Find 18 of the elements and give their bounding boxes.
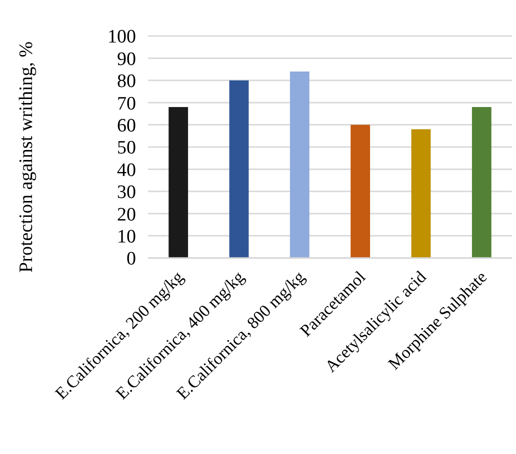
bar	[290, 72, 310, 258]
bar	[411, 129, 431, 258]
y-tick-label: 40	[117, 160, 136, 181]
bar	[229, 80, 249, 258]
y-axis-title: Protection against writhing, %	[16, 41, 37, 273]
y-tick-label: 70	[117, 93, 136, 114]
y-tick-label: 20	[117, 204, 136, 226]
y-tick-label: 0	[126, 248, 136, 270]
y-tick-label: 50	[117, 138, 136, 159]
y-tick-label: 60	[117, 115, 136, 136]
bar	[168, 107, 188, 258]
bar	[472, 107, 492, 258]
y-tick-label: 100	[108, 26, 136, 48]
y-tick-label: 80	[117, 71, 136, 92]
bar	[350, 124, 370, 258]
y-tick-label: 30	[117, 182, 136, 204]
y-tick-label: 90	[117, 48, 136, 70]
y-tick-label: 10	[117, 226, 136, 248]
